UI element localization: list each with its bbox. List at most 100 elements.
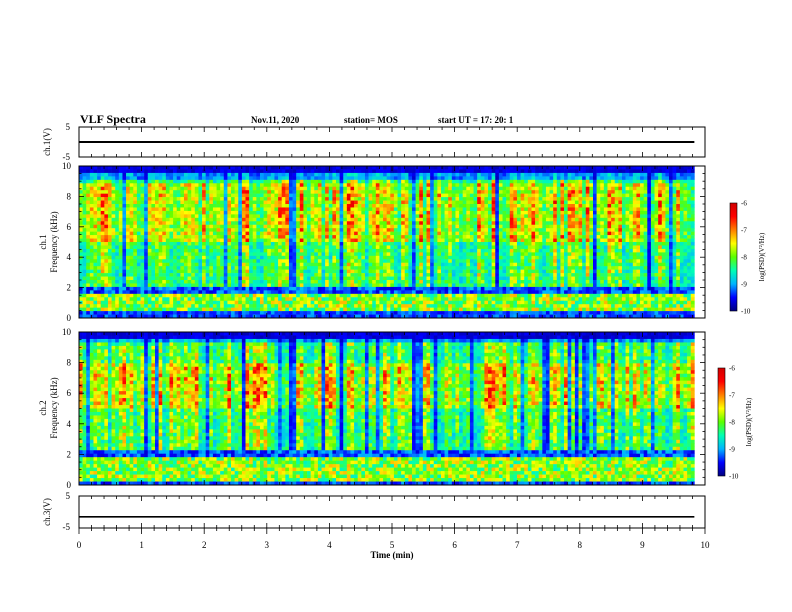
- spectrogram-cell: [136, 242, 141, 246]
- spectrogram-cell: [115, 269, 120, 274]
- spectrogram-cell: [346, 166, 351, 170]
- spectrogram-cell: [325, 214, 330, 219]
- spectrogram-cell: [249, 204, 254, 208]
- spectrogram-cell: [292, 204, 297, 208]
- spectrogram-cell: [220, 169, 225, 174]
- spectrogram-cell: [281, 179, 286, 184]
- spectrogram-cell: [165, 269, 170, 274]
- spectrogram-cell: [307, 172, 311, 177]
- spectrogram-cell: [397, 262, 402, 267]
- spectrogram-cell: [270, 269, 275, 274]
- spectrogram-cell: [245, 276, 250, 281]
- spectrogram-cell: [241, 311, 246, 315]
- spectrogram-cell: [140, 245, 145, 250]
- spectrogram-cell: [321, 179, 326, 184]
- spectrogram-cell: [115, 266, 120, 270]
- spectrogram-cell: [361, 166, 366, 170]
- spectrogram-cell: [133, 231, 138, 236]
- spectrogram-cell: [256, 304, 261, 308]
- spectrogram-cell: [227, 204, 232, 208]
- spectrogram-cell: [118, 297, 123, 302]
- spectrogram-cell: [252, 304, 257, 308]
- spectrogram-cell: [107, 172, 112, 177]
- spectrogram-cell: [350, 228, 355, 232]
- spectrogram-cell: [158, 186, 163, 191]
- spectrogram-cell: [317, 314, 322, 319]
- spectrogram-cell: [401, 193, 406, 198]
- spectrogram-cell: [466, 193, 471, 198]
- spectrogram-cell: [234, 210, 239, 215]
- spectrogram-cell: [437, 314, 442, 319]
- spectrogram-cell: [383, 314, 387, 319]
- spectrogram-cell: [202, 252, 206, 257]
- spectrogram-cell: [484, 169, 489, 174]
- spectrogram-cell: [292, 255, 297, 260]
- spectrogram-cell: [220, 197, 225, 201]
- spectrogram-cell: [158, 266, 163, 270]
- spectrogram-cell: [390, 228, 395, 232]
- spectrogram-cell: [317, 172, 322, 177]
- spectrogram-cell: [133, 245, 138, 250]
- spectrogram-cell: [451, 248, 456, 253]
- spectrogram-cell: [473, 197, 478, 201]
- spectrogram-cell: [162, 238, 167, 243]
- spectrogram-cell: [332, 269, 337, 274]
- spectrogram-cell: [100, 248, 105, 253]
- spectrogram-cell: [223, 235, 228, 239]
- spectrogram-cell: [89, 228, 94, 232]
- spectrogram-cell: [343, 300, 348, 305]
- spectrogram-cell: [448, 224, 453, 229]
- spectrogram-cell: [383, 231, 387, 236]
- spectrogram-cell: [484, 238, 489, 243]
- spectrogram-cell: [133, 307, 138, 312]
- spectrogram-cell: [205, 238, 210, 243]
- spectrogram-cell: [292, 235, 297, 239]
- spectrogram-cell: [281, 235, 286, 239]
- spectrogram-cell: [267, 242, 272, 246]
- spectrogram-cell: [180, 293, 185, 298]
- spectrogram-cell: [437, 269, 442, 274]
- spectrogram-cell: [480, 197, 485, 201]
- spectrogram-cell: [118, 193, 123, 198]
- spectrogram-cell: [401, 273, 406, 277]
- spectrogram-cell: [82, 221, 87, 226]
- spectrogram-cell: [270, 290, 275, 295]
- spectrogram-cell: [158, 242, 163, 246]
- spectrogram-cell: [440, 231, 445, 236]
- spectrogram-cell: [191, 255, 196, 260]
- spectrogram-cell: [212, 166, 217, 170]
- spectrogram-cell: [336, 190, 340, 194]
- spectrogram-cell: [205, 169, 210, 174]
- spectrogram-cell: [307, 217, 311, 222]
- spectrogram-cell: [310, 231, 315, 236]
- spectrogram-cell: [368, 217, 373, 222]
- spectrogram-cell: [361, 300, 366, 305]
- spectrogram-cell: [115, 179, 120, 184]
- spectrogram-cell: [451, 297, 456, 302]
- spectrogram-cell: [263, 166, 268, 170]
- spectrogram-cell: [350, 304, 355, 308]
- spectrogram-cell: [89, 197, 94, 201]
- spectrogram-cell: [288, 169, 293, 174]
- spectrogram-cell: [328, 204, 333, 208]
- spectrogram-cell: [126, 259, 130, 264]
- spectrogram-cell: [158, 252, 163, 257]
- spectrogram-cell: [336, 224, 340, 229]
- spectrogram-cell: [393, 176, 398, 181]
- spectrogram-cell: [176, 190, 181, 194]
- spectrogram-cell: [430, 297, 435, 302]
- spectrogram-cell: [393, 197, 398, 201]
- spectrogram-cell: [357, 307, 362, 312]
- spectrogram-cell: [263, 221, 268, 226]
- spectrogram-cell: [296, 228, 301, 232]
- spectrogram-cell: [350, 221, 355, 226]
- spectrogram-cell: [263, 286, 268, 291]
- spectrogram-cell: [440, 176, 445, 181]
- spectrogram-cell: [325, 293, 330, 298]
- spectrogram-cell: [354, 307, 359, 312]
- spectrogram-cell: [314, 190, 319, 194]
- spectrogram-cell: [133, 172, 138, 177]
- spectrogram-cell: [368, 286, 373, 291]
- spectrogram-cell: [292, 166, 297, 170]
- spectrogram-cell: [259, 190, 264, 194]
